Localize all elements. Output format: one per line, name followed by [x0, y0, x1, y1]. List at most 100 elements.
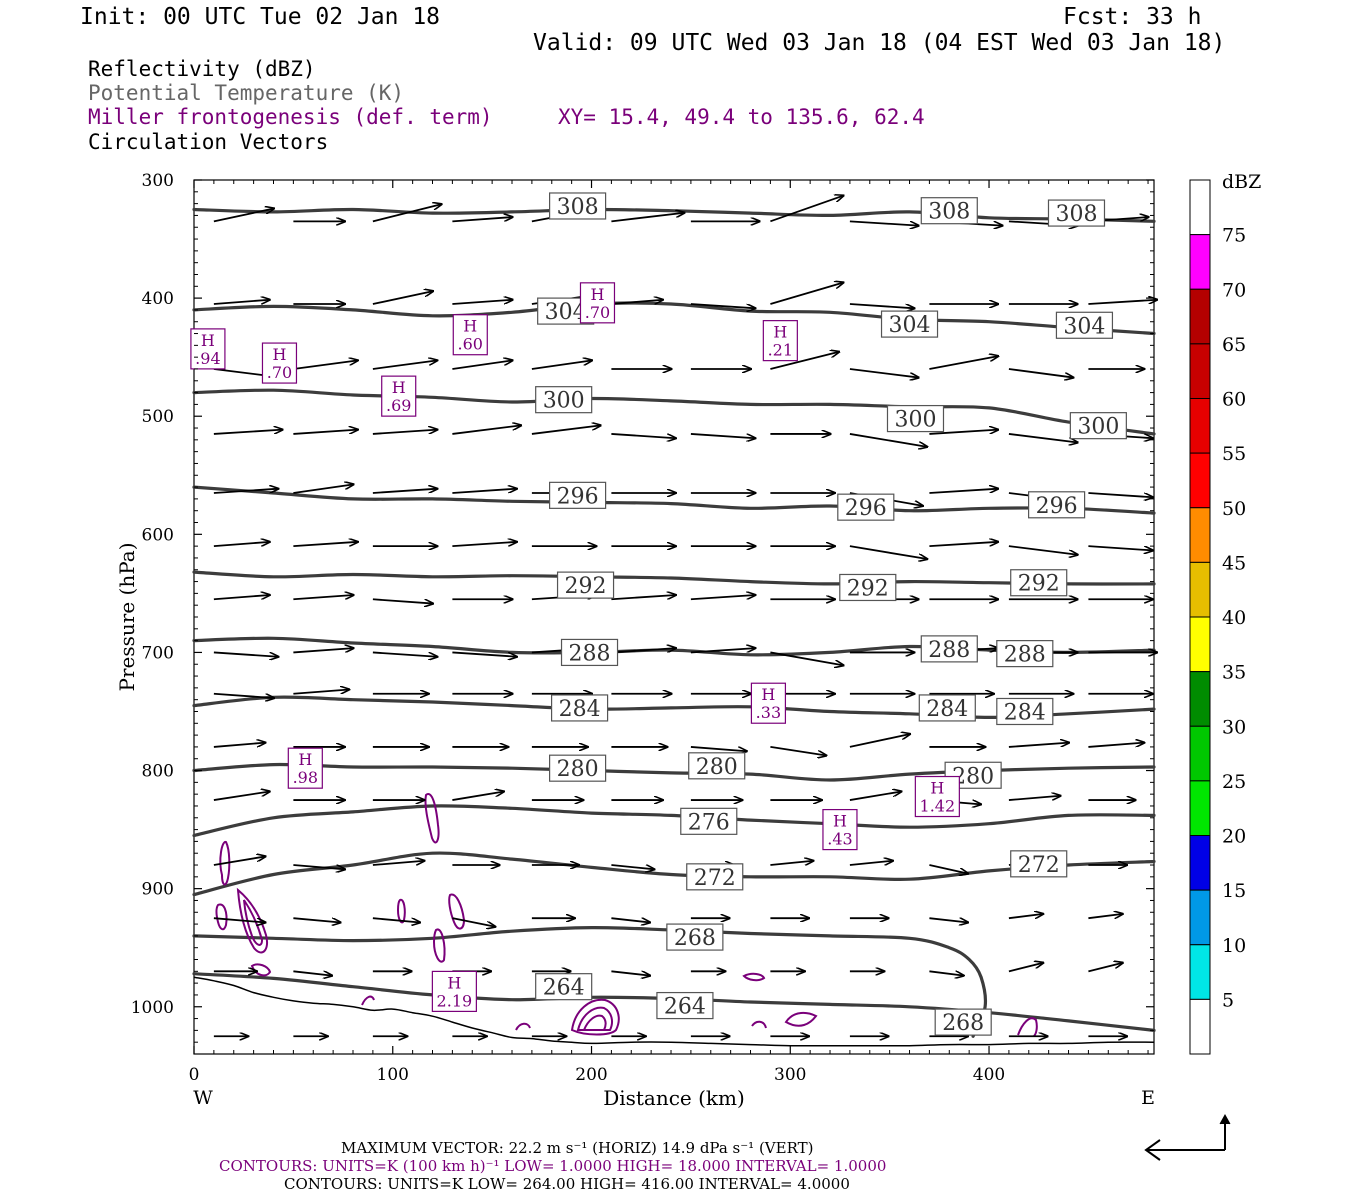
frontogenesis-high-value: 1.42	[920, 797, 956, 816]
theta-label-box	[549, 754, 607, 782]
theta-label-296: 296	[845, 496, 887, 521]
circulation-vector	[293, 484, 353, 494]
frontogenesis-high-letter: H	[447, 973, 461, 992]
y-tick-label: 1000	[131, 998, 174, 1018]
frontogenesis-high-letter: H	[392, 378, 406, 397]
frontogenesis-contours	[215, 793, 1038, 1037]
colorbar-segment	[1189, 889, 1211, 946]
circulation-vector	[293, 970, 332, 975]
circulation-vector	[770, 196, 843, 223]
cross-section-endpoints: XY= 15.4, 49.4 to 135.6, 62.4	[558, 105, 925, 129]
circulation-vector	[452, 360, 512, 370]
circulation-vector	[611, 213, 684, 223]
theta-label-box	[549, 481, 607, 509]
circulation-vector	[213, 692, 274, 698]
theta-label-box	[549, 192, 607, 220]
frontogenesis-high-labels: H.94 H.70H.69H.60H.70H.21H.33H.98H1.42H.4…	[190, 282, 960, 1013]
frontogenesis-high-box	[822, 808, 858, 851]
circulation-vector	[213, 595, 270, 601]
circulation-vector	[1008, 433, 1078, 443]
frontogenesis-contour	[582, 1014, 607, 1031]
field-miller-frontogenesis: Miller frontogenesis (def. term)	[88, 105, 493, 129]
frontogenesis-high-value: .21	[768, 341, 793, 360]
contours-theta: CONTOURS: UNITS=K LOW= 264.00 HIGH= 416.…	[284, 1175, 850, 1193]
theta-label-264: 264	[543, 976, 585, 1001]
theta-label-box	[920, 635, 978, 663]
circulation-vector	[690, 746, 747, 751]
reference-vector	[1144, 1113, 1231, 1161]
circulation-vector	[293, 595, 353, 601]
circulation-vector	[372, 204, 442, 223]
circulation-vector	[770, 861, 813, 866]
circulation-vector	[1088, 300, 1157, 305]
theta-label-box	[535, 973, 593, 1001]
theta-label-box	[880, 310, 939, 338]
circulation-vector	[929, 917, 968, 922]
circulation-vector	[372, 360, 438, 370]
colorbar-segment	[1189, 671, 1211, 727]
circulation-vector	[770, 651, 843, 665]
colorbar-label: 30	[1222, 716, 1246, 738]
frontogenesis-contour	[215, 903, 228, 931]
frontogenesis-high-box	[381, 375, 417, 417]
frontogenesis-high-letter: H	[201, 331, 215, 350]
circulation-vector	[213, 651, 278, 656]
theta-contour-284	[192, 695, 1156, 720]
x-tick-label: 300	[774, 1065, 806, 1085]
colorbar-label: 40	[1222, 607, 1246, 629]
circulation-vector	[213, 791, 270, 801]
theta-contour-304	[192, 301, 1156, 336]
theta-label-box	[535, 386, 593, 414]
frontogenesis-contour	[361, 995, 375, 1006]
colorbar-segment	[1189, 725, 1211, 782]
circulation-vector	[372, 861, 425, 866]
theta-label-272: 272	[694, 866, 736, 891]
circulation-vector	[611, 300, 663, 305]
frontogenesis-high-value: .94	[195, 349, 220, 368]
frontogenesis-contour	[751, 1020, 767, 1029]
circulation-vector	[1088, 963, 1122, 973]
circulation-vector	[452, 917, 495, 927]
east-label: E	[1141, 1087, 1155, 1109]
colorbar-segment	[1189, 780, 1211, 836]
circulation-vector	[293, 430, 358, 435]
frontogenesis-contour	[742, 972, 766, 982]
theta-label-288: 288	[569, 641, 611, 666]
circulation-vector	[611, 595, 676, 601]
circulation-vector	[849, 368, 919, 378]
theta-label-300: 300	[543, 389, 585, 414]
circulation-vector	[1088, 545, 1153, 550]
colorbar-segment	[1189, 452, 1211, 509]
circulation-vector	[452, 542, 516, 548]
circulation-vector	[293, 917, 340, 922]
theta-label-284: 284	[1004, 700, 1046, 725]
frontogenesis-high-box	[762, 320, 798, 362]
theta-label-288: 288	[928, 638, 970, 663]
colorbar: 5 10 15 20 25 30 35 40 45 50 55 60 65 70 75	[1189, 179, 1246, 1055]
frontogenesis-high-letter: H	[298, 750, 312, 769]
circulation-vector	[213, 743, 266, 748]
theta-label-264: 264	[664, 995, 706, 1020]
frontogenesis-high-letter: H	[463, 317, 477, 336]
circulation-vector	[213, 917, 266, 922]
theta-label-box	[996, 640, 1054, 668]
axes: 300 400 500 600 700 800 900 1000 0 100 200 300 400	[131, 171, 1154, 1085]
frontogenesis-high-box	[452, 314, 488, 356]
circulation-vector	[929, 430, 998, 435]
circulation-vector	[452, 791, 504, 801]
circulation-vector	[929, 542, 998, 548]
frontogenesis-contour	[432, 928, 446, 963]
circulation-vector	[293, 542, 358, 548]
frontogenesis-contour	[576, 1006, 613, 1031]
field-potential-temperature: Potential Temperature (K)	[88, 81, 405, 105]
theta-label-308: 308	[1055, 202, 1097, 227]
circulation-vector	[611, 648, 676, 654]
circulation-vector	[849, 791, 902, 801]
theta-label-box	[886, 404, 945, 433]
frontogenesis-contour	[570, 998, 620, 1036]
theta-label-296: 296	[557, 484, 599, 509]
colorbar-segment	[1189, 179, 1211, 236]
theta-label-288: 288	[1004, 643, 1046, 668]
circulation-vector	[770, 746, 826, 756]
